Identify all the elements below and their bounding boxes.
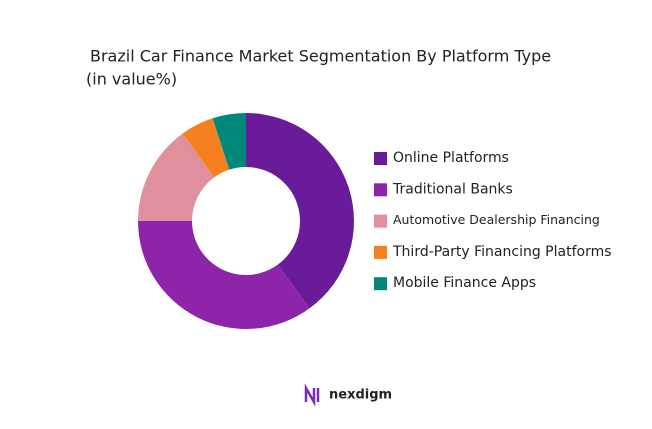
brand-logo: nexdigm	[304, 383, 392, 407]
legend-label: Third-Party Financing Platforms	[392, 244, 612, 260]
legend-swatch	[374, 152, 387, 165]
legend-swatch	[374, 245, 387, 259]
legend-swatch	[374, 214, 387, 228]
chart-subtitle: (in value%)	[86, 70, 177, 89]
legend-label: Automotive Dealership Financing	[393, 212, 600, 227]
legend-label: Traditional Banks	[392, 181, 513, 197]
donut-slice	[138, 133, 215, 221]
logo-text: nexdigm	[329, 388, 392, 403]
donut-slice	[212, 113, 246, 170]
donut-slice	[138, 221, 310, 329]
legend-label: Mobile Finance Apps	[393, 275, 536, 291]
donut-slice	[246, 113, 354, 309]
chart-title: Brazil Car Finance Market Segmentation B…	[90, 47, 551, 66]
logo-icon	[304, 383, 320, 407]
legend-label: Online Platforms	[393, 150, 509, 166]
legend-swatch	[374, 183, 387, 197]
legend-swatch	[374, 277, 387, 291]
donut-slice	[182, 118, 230, 178]
